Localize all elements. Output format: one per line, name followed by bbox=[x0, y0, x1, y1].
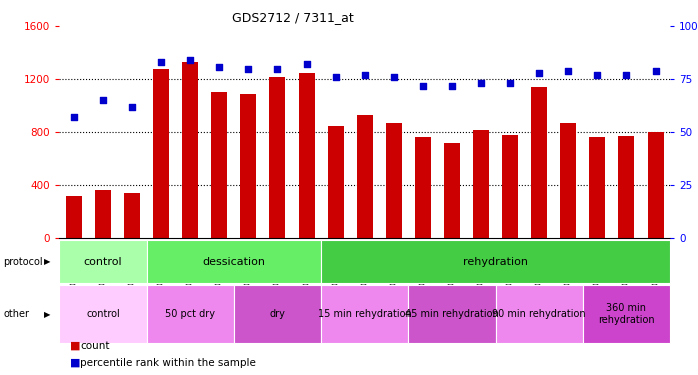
Bar bbox=[59, 240, 147, 283]
Text: GDS2712 / 7311_at: GDS2712 / 7311_at bbox=[232, 11, 354, 24]
Bar bbox=[502, 135, 518, 238]
Bar bbox=[327, 126, 343, 238]
Point bbox=[214, 63, 225, 69]
Text: percentile rank within the sample: percentile rank within the sample bbox=[80, 358, 256, 368]
Text: rehydration: rehydration bbox=[463, 256, 528, 267]
Point bbox=[184, 57, 195, 63]
Bar bbox=[415, 138, 431, 238]
Bar bbox=[95, 190, 111, 238]
Text: 45 min rehydration: 45 min rehydration bbox=[405, 309, 499, 319]
Bar bbox=[299, 73, 315, 238]
Point bbox=[475, 81, 487, 87]
Text: ▶: ▶ bbox=[44, 257, 51, 266]
Bar bbox=[560, 123, 577, 238]
Text: dry: dry bbox=[269, 309, 285, 319]
Bar bbox=[66, 196, 82, 238]
Bar bbox=[147, 240, 321, 283]
Bar bbox=[648, 132, 664, 238]
Bar bbox=[386, 123, 402, 238]
Text: count: count bbox=[80, 341, 110, 351]
Bar bbox=[444, 143, 460, 238]
Text: ■: ■ bbox=[70, 341, 80, 351]
Point bbox=[126, 104, 138, 110]
Point bbox=[272, 66, 283, 72]
Bar bbox=[357, 115, 373, 238]
Bar bbox=[240, 94, 256, 238]
Bar bbox=[269, 76, 285, 238]
Bar bbox=[147, 285, 234, 343]
Point bbox=[301, 62, 312, 68]
Point bbox=[650, 68, 661, 74]
Text: control: control bbox=[84, 256, 122, 267]
Bar bbox=[496, 285, 583, 343]
Text: ■: ■ bbox=[70, 358, 80, 368]
Bar bbox=[408, 285, 496, 343]
Point bbox=[417, 82, 429, 88]
Bar bbox=[234, 285, 321, 343]
Bar bbox=[59, 285, 147, 343]
Point bbox=[97, 98, 108, 104]
Text: 360 min
rehydration: 360 min rehydration bbox=[598, 303, 655, 325]
Text: dessication: dessication bbox=[202, 256, 265, 267]
Point bbox=[156, 59, 167, 65]
Point bbox=[563, 68, 574, 74]
Bar bbox=[589, 138, 605, 238]
Bar bbox=[321, 285, 408, 343]
Text: 15 min rehydration: 15 min rehydration bbox=[318, 309, 412, 319]
Text: 90 min rehydration: 90 min rehydration bbox=[492, 309, 586, 319]
Text: ▶: ▶ bbox=[44, 310, 51, 319]
Text: other: other bbox=[3, 309, 29, 319]
Bar bbox=[211, 93, 228, 238]
Bar bbox=[124, 193, 140, 238]
Bar bbox=[531, 87, 547, 238]
Point bbox=[359, 72, 370, 78]
Point bbox=[388, 74, 399, 80]
Point bbox=[592, 72, 603, 78]
Bar bbox=[321, 240, 670, 283]
Bar bbox=[583, 285, 670, 343]
Bar bbox=[182, 62, 198, 238]
Text: control: control bbox=[86, 309, 120, 319]
Point bbox=[621, 72, 632, 78]
Point bbox=[505, 81, 516, 87]
Bar bbox=[618, 136, 634, 238]
Point bbox=[330, 74, 341, 80]
Point bbox=[243, 66, 254, 72]
Point bbox=[533, 70, 544, 76]
Point bbox=[446, 82, 457, 88]
Bar bbox=[473, 129, 489, 238]
Point bbox=[68, 114, 80, 120]
Text: protocol: protocol bbox=[3, 256, 43, 267]
Bar bbox=[153, 69, 169, 238]
Text: 50 pct dry: 50 pct dry bbox=[165, 309, 215, 319]
